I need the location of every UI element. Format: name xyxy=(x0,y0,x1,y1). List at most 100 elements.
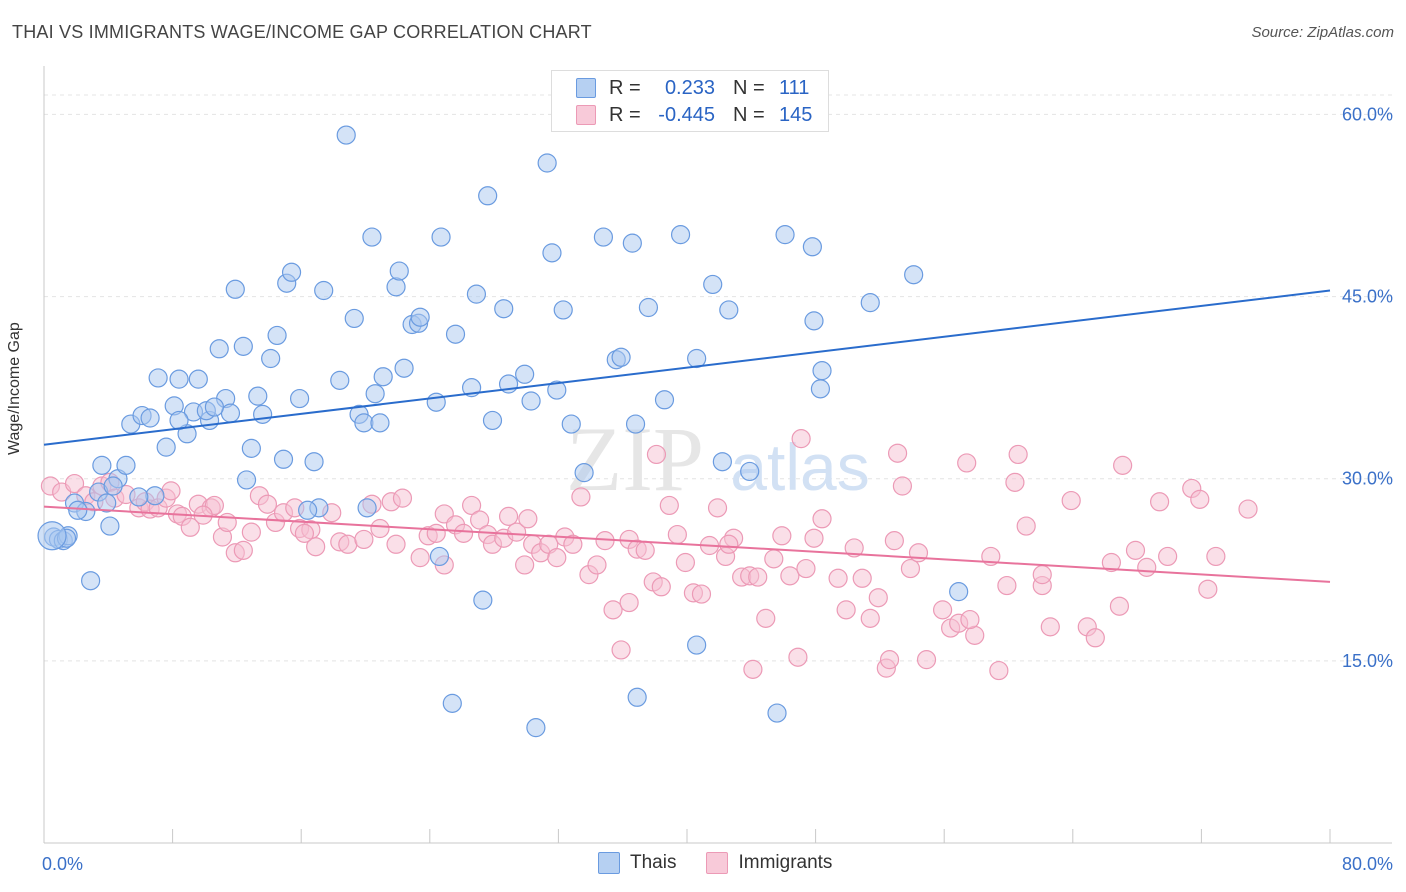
thais-point-104 xyxy=(129,487,149,507)
thais-point-96 xyxy=(767,703,787,723)
immigrants-point-76 xyxy=(675,552,695,573)
immigrants-point-125 xyxy=(1150,492,1170,512)
immigrants-point-135 xyxy=(791,429,811,449)
thais-point-79 xyxy=(687,348,707,369)
immigrants-point-130 xyxy=(1238,499,1258,519)
immigrants-point-36 xyxy=(338,534,358,554)
legend-swatch-immigrants xyxy=(576,105,596,125)
thais-point-75 xyxy=(625,414,646,434)
thais-point-76 xyxy=(638,297,659,318)
thais-point-16 xyxy=(148,368,168,388)
immigrants-point-133 xyxy=(719,534,739,554)
thais-point-109 xyxy=(204,397,224,417)
legend-item-immigrants[interactable]: Immigrants xyxy=(706,852,832,874)
immigrants-point-42 xyxy=(392,488,413,508)
thais-point-50 xyxy=(394,358,414,378)
thais-point-86 xyxy=(804,311,824,331)
thais-point-66 xyxy=(542,243,562,263)
immigrants-point-121 xyxy=(1101,552,1121,573)
immigrants-point-75 xyxy=(667,524,687,545)
legend-swatch-thais xyxy=(576,78,596,98)
immigrants-point-24 xyxy=(233,540,253,560)
immigrants-point-17 xyxy=(180,517,200,537)
immigrants-point-78 xyxy=(691,584,712,604)
thais-point-31 xyxy=(248,386,268,406)
thais-point-99 xyxy=(298,500,318,520)
legend-r-label: R = xyxy=(609,103,641,126)
immigrants-point-37 xyxy=(354,529,374,550)
immigrants-point-122 xyxy=(1109,596,1130,616)
thais-point-27 xyxy=(225,279,245,299)
immigrants-point-102 xyxy=(892,476,913,496)
thais-point-18 xyxy=(169,369,189,389)
thais-point-69 xyxy=(547,380,567,400)
thais-point-85 xyxy=(802,237,822,257)
y-tick-label-0: 15.0% xyxy=(1342,651,1393,671)
legend-item-thais[interactable]: Thais xyxy=(598,852,676,874)
thais-point-87 xyxy=(810,379,831,399)
immigrants-point-128 xyxy=(1198,579,1218,599)
immigrants-point-137 xyxy=(887,443,908,463)
thais-point-71 xyxy=(593,227,614,247)
legend-n-value-thais: 111 xyxy=(779,76,810,99)
correlation-legend: R = 0.233 N = 111 R = -0.445 N = 145 xyxy=(551,70,829,132)
immigrants-point-109 xyxy=(957,453,977,473)
thais-point-41 xyxy=(344,308,364,329)
immigrants-point-71 xyxy=(635,540,655,560)
immigrants-point-115 xyxy=(1016,516,1036,536)
immigrants-point-50 xyxy=(470,510,490,530)
thais-point-68 xyxy=(561,414,581,434)
legend-r-value-immigrants: -0.445 xyxy=(658,103,715,126)
legend-label-immigrants: Immigrants xyxy=(738,852,833,873)
chart-title: THAI VS IMMIGRANTS WAGE/INCOME GAP CORRE… xyxy=(12,22,592,42)
axis-layer xyxy=(43,66,1392,844)
immigrants-point-144 xyxy=(1032,565,1052,585)
immigrants-point-27 xyxy=(257,494,278,514)
thais-point-25 xyxy=(209,339,229,359)
immigrants-point-60 xyxy=(547,548,567,568)
immigrants-point-132 xyxy=(518,509,538,529)
legend-swatch-immigrants xyxy=(706,852,729,874)
thais-point-77 xyxy=(654,390,675,410)
immigrants-point-25 xyxy=(241,522,261,542)
immigrants-point-97 xyxy=(852,568,872,588)
thais-point-91 xyxy=(949,582,969,602)
immigrants-point-89 xyxy=(780,566,800,586)
thais-point-93 xyxy=(473,590,493,610)
immigrants-point-63 xyxy=(571,487,591,507)
immigrants-point-143 xyxy=(960,609,980,630)
thais-point-105 xyxy=(103,476,123,496)
thais-point-106 xyxy=(357,498,377,518)
immigrants-point-73 xyxy=(651,577,671,597)
immigrants-point-45 xyxy=(426,523,446,543)
immigrants-point-94 xyxy=(828,568,848,588)
immigrants-point-113 xyxy=(997,575,1017,596)
immigrants-point-140 xyxy=(1190,489,1210,509)
thais-point-110 xyxy=(68,500,88,520)
legend-row-thais: R = 0.233 N = 111 xyxy=(576,75,809,101)
thais-point-70 xyxy=(574,463,594,483)
thais-point-47 xyxy=(373,367,393,387)
immigrants-point-124 xyxy=(1137,557,1157,577)
legend-r-label: R = xyxy=(609,76,641,99)
thais-point-88 xyxy=(812,361,832,381)
thais-point-29 xyxy=(236,470,257,490)
thais-point-78 xyxy=(670,225,691,245)
thais-point-6 xyxy=(81,571,101,591)
thais-point-56 xyxy=(445,324,466,344)
thais-point-73 xyxy=(611,347,631,367)
thais-point-54 xyxy=(426,392,446,412)
thais-point-8 xyxy=(92,455,112,475)
immigrants-point-56 xyxy=(515,555,535,575)
immigrants-point-95 xyxy=(836,600,856,620)
thais-point-101 xyxy=(169,410,189,431)
thais-point-90 xyxy=(904,265,924,285)
grid-layer xyxy=(44,94,1392,662)
immigrants-point-117 xyxy=(1040,617,1060,637)
legend-n-value-immigrants: 145 xyxy=(779,103,813,126)
thais-point-84 xyxy=(775,225,795,245)
immigrants-point-139 xyxy=(1113,455,1133,475)
thais-point-55 xyxy=(431,227,451,247)
immigrants-point-67 xyxy=(603,600,623,620)
y-tick-label-3: 60.0% xyxy=(1342,104,1393,124)
